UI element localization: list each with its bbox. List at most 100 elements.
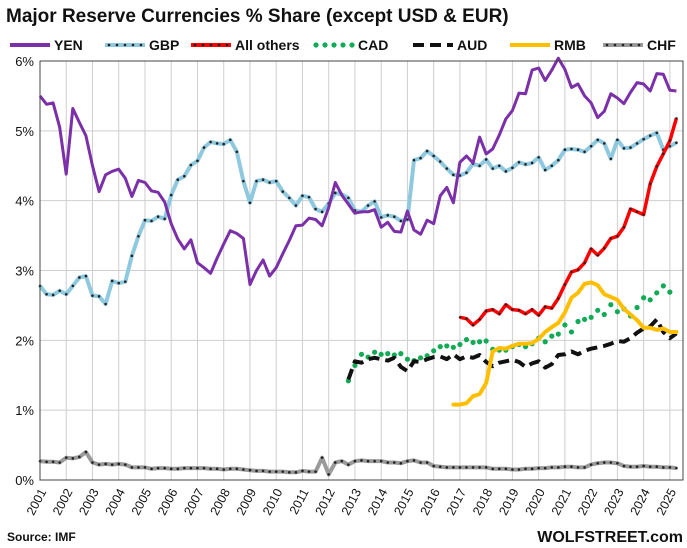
point-chf: [228, 467, 232, 471]
point-gbp: [622, 146, 626, 150]
y-tick-label: 4%: [15, 194, 34, 209]
point-gbp: [333, 191, 337, 195]
legend-swatch-cad: [340, 42, 346, 48]
legend-label-rmb: RMB: [554, 37, 586, 53]
legend-swatch-dot-chf: [629, 43, 633, 47]
point-chf: [51, 460, 55, 464]
point-gbp: [235, 150, 239, 154]
point-gbp: [497, 164, 501, 168]
legend-label-chf: CHF: [647, 37, 676, 53]
point-chf: [622, 464, 626, 468]
point-cad: [483, 338, 489, 344]
legend-item-gbp: GBP: [105, 37, 179, 53]
point-cad: [667, 289, 673, 295]
point-chf: [635, 465, 639, 469]
point-gbp: [675, 141, 678, 145]
point-chf: [445, 466, 449, 469]
point-chf: [399, 461, 403, 465]
point-chf: [235, 467, 239, 471]
point-chf: [524, 467, 527, 471]
series-yen: [38, 56, 677, 286]
line-yen: [38, 56, 677, 286]
point-chf: [432, 464, 435, 468]
point-cad: [457, 341, 463, 348]
legend-label-gbp: GBP: [149, 37, 179, 53]
point-chf: [491, 467, 495, 471]
point-gbp: [248, 201, 252, 205]
point-gbp: [366, 204, 370, 207]
point-all-others: [629, 207, 632, 211]
point-all-others: [642, 213, 645, 216]
point-cad: [581, 316, 588, 322]
point-gbp: [550, 164, 554, 168]
point-chf: [557, 466, 560, 469]
point-cad: [444, 343, 450, 349]
point-chf: [176, 467, 180, 471]
point-chf: [268, 470, 271, 473]
point-gbp: [123, 280, 127, 283]
point-chf: [169, 467, 173, 471]
point-chf: [602, 461, 606, 464]
point-gbp: [176, 178, 180, 182]
legend-swatch-cad: [349, 42, 355, 48]
point-gbp: [393, 215, 396, 219]
point-gbp: [169, 193, 173, 197]
point-chf: [64, 456, 68, 459]
point-all-others: [504, 303, 508, 306]
point-gbp: [347, 196, 350, 200]
point-gbp: [301, 194, 304, 198]
point-all-others: [576, 268, 580, 272]
point-chf: [589, 463, 593, 466]
point-chf: [58, 461, 61, 464]
point-chf: [202, 466, 206, 470]
point-chf: [537, 466, 540, 470]
point-chf: [347, 463, 350, 466]
point-gbp: [576, 148, 580, 151]
point-chf: [379, 459, 383, 463]
point-chf: [84, 450, 88, 454]
y-tick-label: 5%: [15, 124, 34, 139]
point-chf: [294, 471, 298, 474]
point-gbp: [419, 156, 422, 160]
point-cad: [542, 339, 548, 345]
point-gbp: [51, 293, 55, 297]
point-chf: [497, 467, 501, 471]
point-all-others: [603, 246, 606, 250]
point-gbp: [543, 168, 547, 172]
point-gbp: [91, 294, 94, 297]
point-gbp: [432, 154, 435, 158]
point-all-others: [668, 139, 672, 142]
legend-swatch-dot-gbp: [115, 43, 119, 47]
point-chf: [576, 466, 580, 469]
point-gbp: [399, 219, 403, 223]
point-gbp: [484, 158, 488, 161]
point-gbp: [609, 157, 613, 161]
point-all-others: [570, 270, 573, 274]
legend-label-all-others: All others: [235, 37, 300, 53]
point-gbp: [84, 274, 88, 278]
point-cad: [608, 302, 614, 308]
point-chf: [261, 469, 265, 473]
point-gbp: [655, 131, 659, 135]
point-cad: [437, 344, 443, 350]
point-chf: [301, 469, 304, 473]
point-all-others: [596, 253, 599, 257]
point-gbp: [465, 171, 468, 175]
legend-swatch-dot-all-others: [225, 43, 229, 47]
point-chf: [629, 465, 632, 469]
point-gbp: [445, 167, 449, 170]
point-chf: [360, 459, 363, 462]
point-chf: [274, 470, 278, 473]
point-cad: [562, 322, 568, 328]
point-gbp: [517, 160, 521, 164]
line-all-others: [459, 117, 679, 327]
point-chf: [196, 466, 199, 470]
point-cad: [450, 344, 456, 350]
point-gbp: [583, 150, 586, 154]
point-gbp: [71, 284, 75, 288]
point-gbp: [274, 179, 278, 183]
point-gbp: [45, 292, 48, 296]
legend-swatch-cad: [322, 42, 328, 48]
point-gbp: [629, 146, 632, 149]
